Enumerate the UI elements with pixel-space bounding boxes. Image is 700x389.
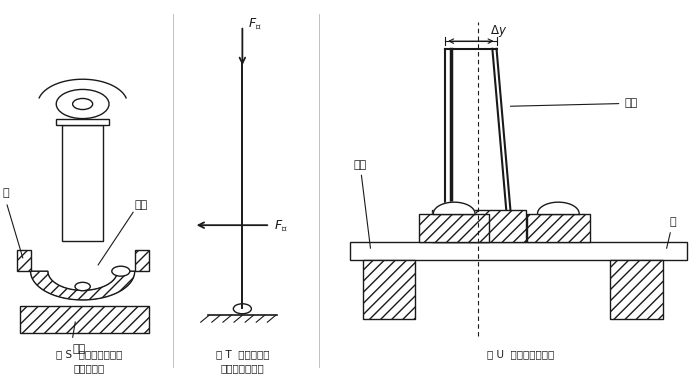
Circle shape bbox=[73, 98, 92, 110]
Text: 立柱受力示意图: 立柱受力示意图 bbox=[220, 364, 264, 374]
Text: 底座: 底座 bbox=[72, 344, 85, 354]
Text: 底座: 底座 bbox=[354, 159, 370, 248]
Circle shape bbox=[233, 304, 251, 314]
Polygon shape bbox=[432, 210, 526, 242]
Text: $F_{纵}$: $F_{纵}$ bbox=[248, 16, 262, 32]
Polygon shape bbox=[419, 214, 489, 242]
Polygon shape bbox=[527, 214, 589, 242]
Text: $\Delta y$: $\Delta y$ bbox=[490, 23, 507, 39]
Text: 销: 销 bbox=[3, 188, 9, 198]
Text: 图 T  前、后方向: 图 T 前、后方向 bbox=[216, 349, 269, 359]
Circle shape bbox=[75, 282, 90, 291]
Text: 异物: 异物 bbox=[134, 200, 148, 210]
Polygon shape bbox=[20, 306, 148, 333]
Polygon shape bbox=[350, 242, 687, 260]
Polygon shape bbox=[62, 126, 104, 240]
Polygon shape bbox=[363, 260, 414, 319]
Text: $F_{横}$: $F_{横}$ bbox=[274, 218, 287, 233]
Polygon shape bbox=[56, 119, 109, 126]
Circle shape bbox=[112, 266, 130, 276]
Text: 图 U  支架倾斜示意图: 图 U 支架倾斜示意图 bbox=[486, 349, 554, 359]
Polygon shape bbox=[17, 250, 31, 271]
Polygon shape bbox=[134, 250, 148, 271]
Text: 连接示意图: 连接示意图 bbox=[74, 364, 105, 374]
Polygon shape bbox=[538, 202, 579, 214]
Circle shape bbox=[56, 89, 109, 119]
Polygon shape bbox=[610, 260, 662, 319]
Polygon shape bbox=[31, 271, 134, 300]
Polygon shape bbox=[433, 202, 475, 214]
Text: 图 S  前、后方向立柱: 图 S 前、后方向立柱 bbox=[57, 349, 122, 359]
Text: 连杆: 连杆 bbox=[510, 98, 638, 108]
Text: 销: 销 bbox=[666, 217, 676, 248]
